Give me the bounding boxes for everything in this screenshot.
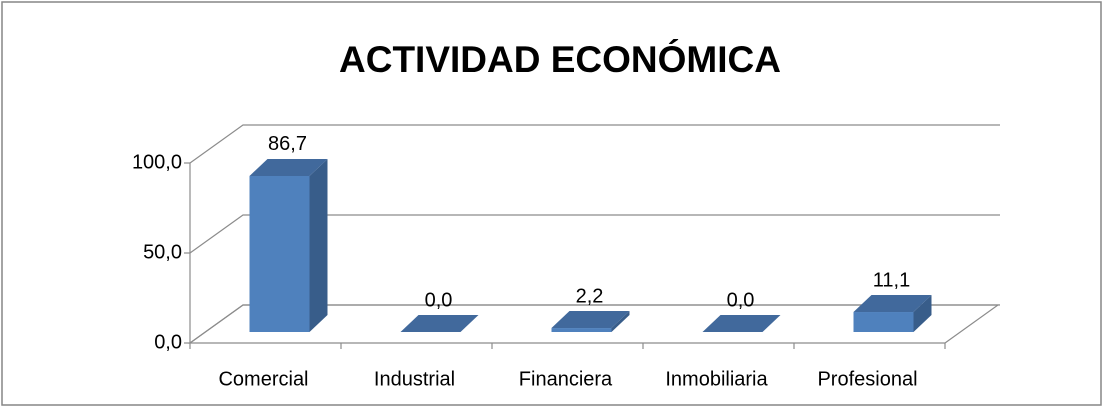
- value-label: 2,2: [576, 285, 604, 307]
- bar-side: [611, 311, 630, 332]
- bar-top: [400, 315, 479, 332]
- x-tick-label: Comercial: [218, 368, 308, 390]
- bar-front: [853, 312, 914, 332]
- bar-side: [913, 295, 932, 332]
- value-label: 11,1: [873, 269, 910, 291]
- bar-top: [702, 315, 781, 332]
- bar-top: [249, 158, 328, 176]
- grid-line: [189, 214, 1000, 254]
- x-tick-label: Industrial: [374, 368, 455, 390]
- x-tick-label: Profesional: [817, 368, 917, 390]
- bar-side: [309, 158, 328, 332]
- grid-line: [189, 124, 1000, 164]
- chart-title: ACTIVIDAD ECONÓMICA: [339, 38, 781, 80]
- x-tick-label: Inmobiliaria: [665, 368, 768, 390]
- bar-top: [853, 295, 932, 313]
- y-tick-label: 100,0: [132, 151, 182, 173]
- x-tick-label: Financiera: [519, 368, 613, 390]
- bar-top: [551, 311, 630, 329]
- bar-front: [551, 328, 612, 332]
- value-label: 0,0: [425, 289, 453, 311]
- value-label: 0,0: [727, 289, 755, 311]
- y-tick-label: 50,0: [143, 241, 182, 263]
- grid-line: [189, 304, 1000, 344]
- bar-front: [249, 175, 310, 332]
- value-label: 86,7: [268, 133, 307, 155]
- y-tick-label: 0,0: [154, 331, 182, 353]
